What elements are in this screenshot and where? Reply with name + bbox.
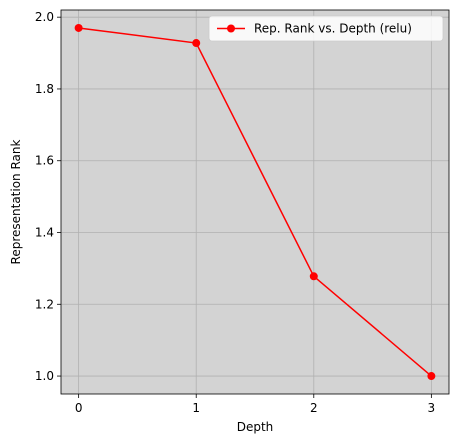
y-axis-label: Representation Rank — [9, 139, 23, 264]
data-point — [192, 39, 201, 48]
x-tick-label: 2 — [310, 401, 318, 415]
y-tick-label: 2.0 — [35, 10, 54, 24]
legend-entry-label: Rep. Rank vs. Depth (relu) — [254, 22, 412, 36]
legend-marker — [227, 24, 235, 33]
legend: Rep. Rank vs. Depth (relu) — [208, 15, 444, 42]
x-tick-label: 3 — [428, 401, 436, 415]
series-layer — [74, 23, 436, 381]
x-axis: 0 1 2 3 — [75, 394, 435, 415]
data-point — [309, 272, 318, 281]
plot-frame — [60, 9, 450, 395]
y-tick-label: 1.8 — [35, 82, 54, 96]
x-tick-label: 0 — [75, 401, 83, 415]
legend-box — [208, 15, 444, 42]
data-point — [427, 372, 436, 381]
x-axis-label: Depth — [237, 420, 274, 434]
series-line — [78, 27, 432, 377]
x-tick-label: 1 — [192, 401, 200, 415]
y-tick-label: 1.2 — [35, 297, 54, 311]
data-point — [74, 23, 83, 32]
plot-area — [61, 10, 449, 394]
y-tick-label: 1.4 — [35, 226, 54, 240]
y-tick-label: 1.0 — [35, 369, 54, 383]
y-tick-label: 1.6 — [35, 154, 54, 168]
y-axis: 1.0 1.2 1.4 1.6 1.8 2.0 — [35, 10, 61, 383]
